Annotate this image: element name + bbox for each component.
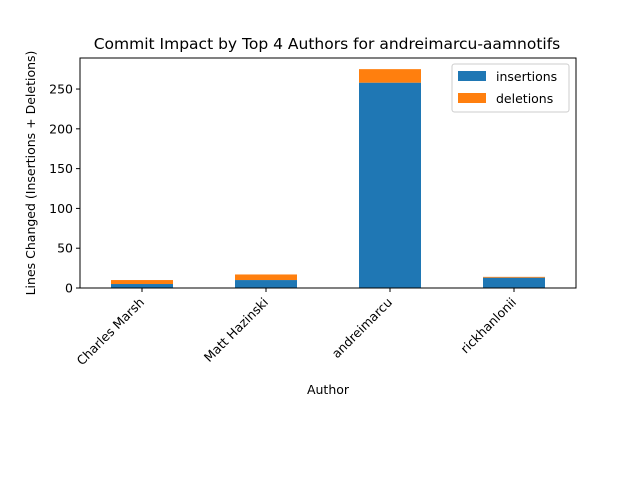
y-tick-label: 150 xyxy=(49,161,73,176)
chart-title: Commit Impact by Top 4 Authors for andre… xyxy=(94,35,561,53)
y-tick-label: 100 xyxy=(49,201,73,216)
legend-swatch-deletions xyxy=(458,93,486,103)
bar-deletions xyxy=(111,280,173,285)
legend-label-deletions: deletions xyxy=(496,91,553,106)
y-axis-label: Lines Changed (Insertions + Deletions) xyxy=(23,51,38,296)
x-tick-label: rickhanlonii xyxy=(457,295,519,357)
x-tick-label: Matt Hazinski xyxy=(201,295,271,365)
bar-deletions xyxy=(235,274,297,281)
bars-layer xyxy=(111,69,545,288)
bar-deletions xyxy=(359,69,421,83)
legend: insertions deletions xyxy=(451,63,570,113)
plot-area-frame xyxy=(79,57,577,289)
y-axis: 0 50 100 150 200 250 xyxy=(49,82,80,296)
bar-insertions xyxy=(235,280,297,288)
x-axis: Charles Marsh Matt Hazinski andreimarcu ric… xyxy=(73,288,519,368)
x-tick-label: Charles Marsh xyxy=(73,295,147,369)
bar-insertions xyxy=(483,277,545,288)
legend-swatch-insertions xyxy=(458,71,486,81)
bar-deletions xyxy=(483,276,545,278)
y-tick-label: 200 xyxy=(49,121,73,136)
y-tick-label: 0 xyxy=(65,281,73,296)
bar-insertions xyxy=(359,82,421,288)
y-tick-label: 250 xyxy=(49,82,73,97)
y-tick-label: 50 xyxy=(57,241,73,256)
bar-insertions xyxy=(111,284,173,288)
x-axis-label: Author xyxy=(307,382,350,397)
legend-label-insertions: insertions xyxy=(496,69,557,84)
x-tick-label: andreimarcu xyxy=(329,295,396,362)
